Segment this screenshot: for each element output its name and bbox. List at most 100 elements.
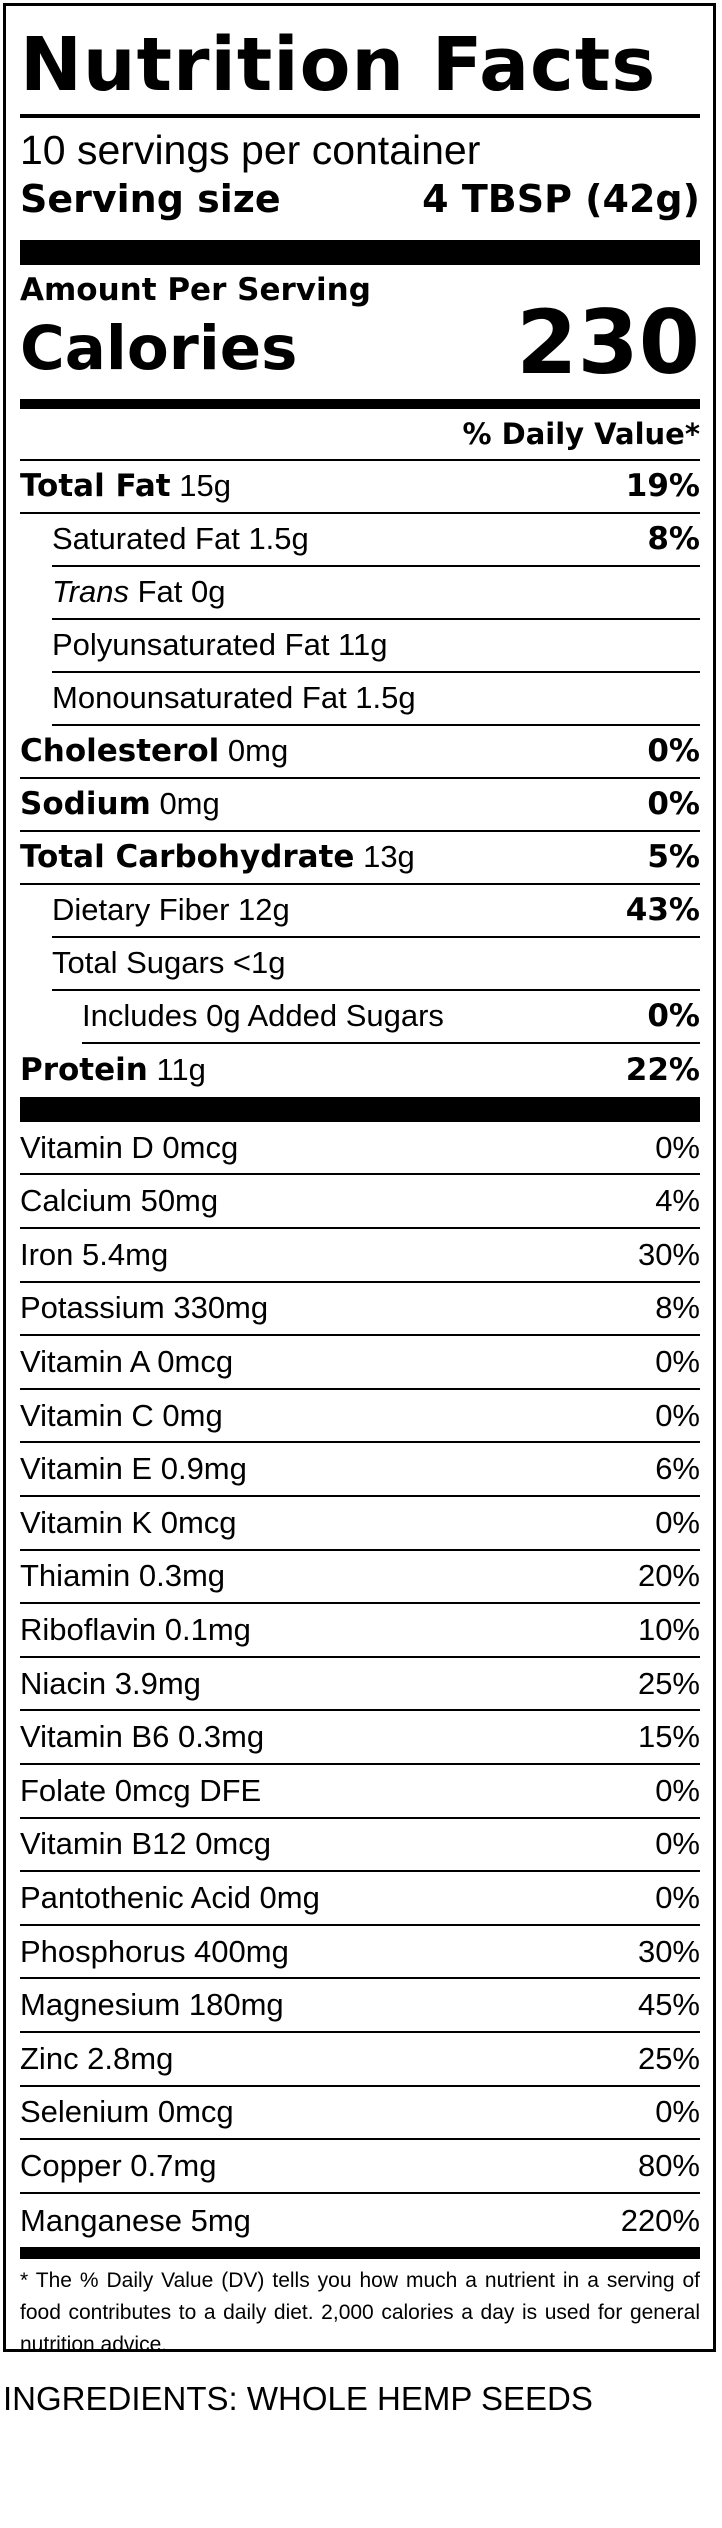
nutrient-amount: 0mg xyxy=(227,733,289,769)
vitamin-row: Vitamin E 0.9mg 6% xyxy=(20,1443,700,1498)
nutrition-facts-label: Nutrition Facts 10 servings per containe… xyxy=(3,3,716,2356)
nutrient-label: Total Sugars <1g xyxy=(52,945,286,981)
vitamin-dv: 8% xyxy=(655,1290,700,1326)
vitamin-label: Phosphorus 400mg xyxy=(20,1933,289,1969)
serving-size-row: Serving size 4 TBSP (42g) xyxy=(20,177,700,221)
vitamin-label: Magnesium 180mg xyxy=(20,1987,284,2023)
amount-per-serving: Amount Per Serving xyxy=(20,271,371,308)
vitamin-row: Folate 0mcg DFE 0% xyxy=(20,1765,700,1819)
nutrient-amount: 13g xyxy=(363,839,415,875)
vitamin-label: Vitamin A 0mcg xyxy=(20,1344,234,1380)
vitamins-divider xyxy=(20,1096,700,1122)
vitamin-label: Niacin 3.9mg xyxy=(20,1665,201,1701)
nutrient-name: Total Fat 15g xyxy=(20,468,231,504)
vitamin-dv: 0% xyxy=(655,1504,700,1540)
vitamin-row: Vitamin D 0mcg 0% xyxy=(20,1122,700,1176)
nutrient-amount: 11g xyxy=(156,1052,206,1088)
vitamin-label: Calcium 50mg xyxy=(20,1183,219,1219)
vitamin-dv: 4% xyxy=(655,1183,700,1219)
nutrient-row-added-sugars: Includes 0g Added Sugars 0% xyxy=(82,991,700,1044)
nutrient-dv: 0% xyxy=(647,733,700,770)
nutrient-dv: 43% xyxy=(625,892,700,929)
vitamin-row: Niacin 3.9mg 25% xyxy=(20,1658,700,1712)
vitamin-dv: 45% xyxy=(637,1987,700,2023)
nutrient-row-saturated-fat: Saturated Fat 1.5g 8% xyxy=(52,514,700,567)
nutrient-label: Fat 0g xyxy=(137,574,226,610)
nutrient-dv: 0% xyxy=(647,786,700,823)
vitamin-row: Calcium 50mg 4% xyxy=(20,1175,700,1230)
nutrient-name: Protein 11g xyxy=(20,1052,206,1088)
vitamin-label: Iron 5.4mg xyxy=(20,1236,169,1272)
nutrient-label: Total Fat xyxy=(20,468,171,505)
vitamin-dv: 25% xyxy=(637,2040,700,2076)
vitamin-dv: 0% xyxy=(655,1344,700,1380)
nutrient-dv: 8% xyxy=(647,521,700,558)
daily-value-header: % Daily Value* xyxy=(20,409,700,461)
nutrient-dv: 19% xyxy=(625,468,700,505)
vitamin-row: Phosphorus 400mg 30% xyxy=(20,1926,700,1980)
vitamin-label: Potassium 330mg xyxy=(20,1290,269,1326)
vitamin-dv: 10% xyxy=(637,1612,700,1648)
nutrient-label: Cholesterol xyxy=(20,733,220,770)
vitamin-label: Vitamin K 0mcg xyxy=(20,1504,237,1540)
serving-size-value: 4 TBSP (42g) xyxy=(422,177,700,221)
vitamin-row: Thiamin 0.3mg 20% xyxy=(20,1551,700,1605)
nutrient-row-sodium: Sodium 0mg 0% xyxy=(20,779,700,832)
nutrient-row-protein: Protein 11g 22% xyxy=(20,1044,700,1097)
nutrient-dv: 5% xyxy=(647,839,700,876)
calories-label: Calories xyxy=(20,312,298,384)
vitamin-row: Vitamin B6 0.3mg 15% xyxy=(20,1711,700,1766)
nutrient-dv: 22% xyxy=(625,1052,700,1089)
vitamin-dv: 15% xyxy=(637,1719,700,1755)
vitamin-row: Vitamin B12 0mcg 0% xyxy=(20,1819,700,1873)
vitamin-label: Vitamin B12 0mcg xyxy=(20,1826,271,1862)
daily-value-footnote: * The % Daily Value (DV) tells you how m… xyxy=(20,2269,700,2357)
vitamin-row: Zinc 2.8mg 25% xyxy=(20,2033,700,2087)
nutrient-row-dietary-fiber: Dietary Fiber 12g 43% xyxy=(52,885,700,938)
vitamin-label: Manganese 5mg xyxy=(20,2202,251,2238)
vitamin-dv: 0% xyxy=(655,1129,700,1165)
vitamin-label: Zinc 2.8mg xyxy=(20,2040,174,2076)
vitamin-dv: 80% xyxy=(637,2147,700,2183)
vitamin-dv: 30% xyxy=(637,1236,700,1272)
vitamin-label: Copper 0.7mg xyxy=(20,2147,217,2183)
nutrient-name: Trans Fat 0g xyxy=(52,574,225,610)
footnote-divider xyxy=(20,2247,700,2260)
vitamin-dv: 220% xyxy=(620,2202,700,2238)
title-divider xyxy=(20,114,700,118)
vitamin-label: Thiamin 0.3mg xyxy=(20,1558,226,1594)
vitamin-dv: 30% xyxy=(637,1933,700,1969)
nutrient-row-polyunsaturated-fat: Polyunsaturated Fat 11g xyxy=(52,620,700,673)
serving-divider xyxy=(20,239,700,265)
calories-row: Calories 230 xyxy=(20,298,700,387)
nutrient-label: Dietary Fiber 12g xyxy=(52,892,290,928)
label-title: Nutrition Facts xyxy=(20,22,657,108)
calories-value: 230 xyxy=(516,290,700,394)
vitamin-row: Magnesium 180mg 45% xyxy=(20,1979,700,2033)
servings-per-container: 10 servings per container xyxy=(20,127,481,173)
vitamin-row: Selenium 0mcg 0% xyxy=(20,2087,700,2141)
nutrient-row-total-sugars: Total Sugars <1g xyxy=(52,938,700,991)
nutrient-name: Sodium 0mg xyxy=(20,786,220,822)
vitamin-row: Vitamin C 0mg 0% xyxy=(20,1390,700,1444)
nutrient-label: Saturated Fat 1.5g xyxy=(52,521,309,557)
vitamin-row: Copper 0.7mg 80% xyxy=(20,2140,700,2194)
nutrient-label: Monounsaturated Fat 1.5g xyxy=(52,680,416,716)
calories-divider xyxy=(20,398,700,409)
nutrient-label: Polyunsaturated Fat 11g xyxy=(52,627,388,663)
vitamin-label: Folate 0mcg DFE xyxy=(20,1772,262,1808)
vitamin-dv: 0% xyxy=(655,1880,700,1915)
vitamin-dv: 6% xyxy=(655,1451,700,1487)
nutrient-label-italic: Trans xyxy=(52,574,129,610)
nutrient-row-trans-fat: Trans Fat 0g xyxy=(52,567,700,620)
vitamin-dv: 0% xyxy=(655,1826,700,1862)
nutrient-row-monounsaturated-fat: Monounsaturated Fat 1.5g xyxy=(52,673,700,726)
nutrient-amount: 15g xyxy=(179,468,231,504)
vitamin-label: Pantothenic Acid 0mg xyxy=(20,1880,320,1915)
nutrient-row-total-carbohydrate: Total Carbohydrate 13g 5% xyxy=(20,832,700,885)
nutrient-amount: 0mg xyxy=(159,786,220,822)
ingredients-text: INGREDIENTS: WHOLE HEMP SEEDS xyxy=(3,2380,593,2417)
vitamin-label: Riboflavin 0.1mg xyxy=(20,1612,251,1648)
vitamin-row: Potassium 330mg 8% xyxy=(20,1283,700,1337)
vitamin-row: Vitamin K 0mcg 0% xyxy=(20,1497,700,1551)
